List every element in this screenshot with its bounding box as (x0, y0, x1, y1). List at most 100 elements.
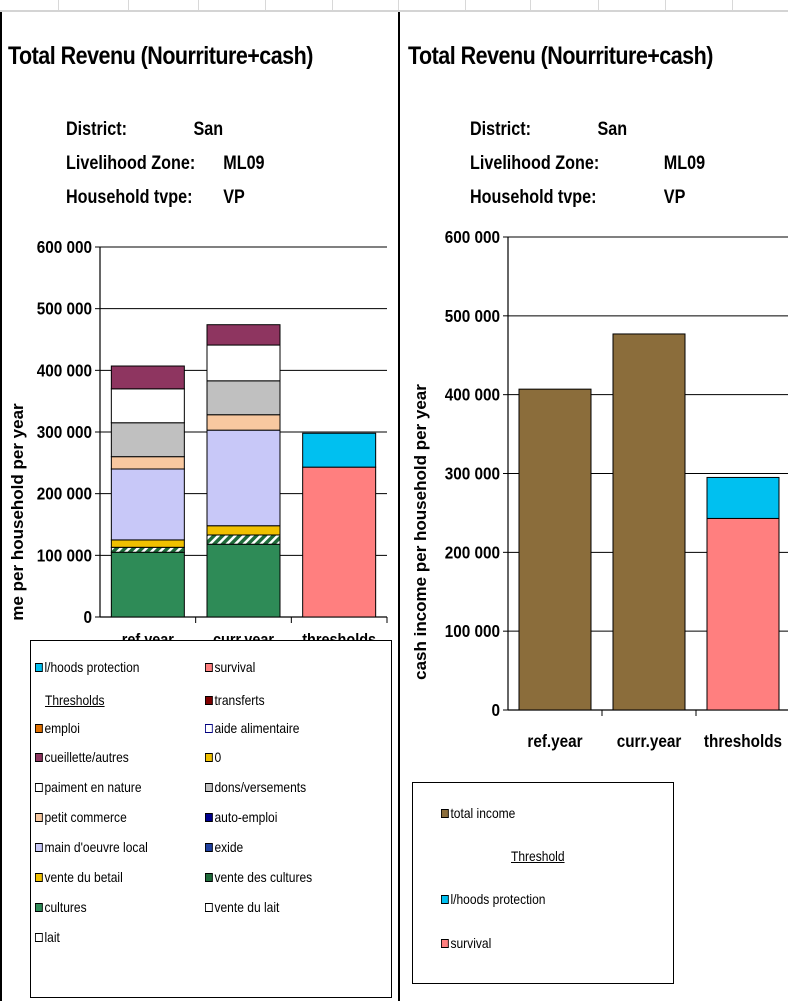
legend-label: l/hoods protection (44, 659, 140, 675)
legend-item-vente-du-lait: vente du lait (205, 899, 279, 915)
legend-swatch (441, 939, 449, 948)
info-label: Household tvpe: (66, 187, 193, 208)
legend-swatch (35, 663, 43, 672)
legend-label: exide (214, 839, 244, 855)
legend-item-paiment-en-nature: paiment en nature (35, 779, 142, 795)
legend-swatch (205, 903, 213, 912)
legend-label: dons/versements (214, 779, 307, 795)
legend-item-transferts: transferts (205, 692, 265, 708)
legend-item-vente-du-betail: vente du betail (35, 869, 123, 885)
legend-label: total income (450, 805, 516, 821)
bar-segment-l-hoods-protection (302, 432, 377, 468)
legend-swatch (205, 753, 213, 762)
legend-label: vente des cultures (214, 869, 313, 885)
legend-item-lait: lait (35, 929, 60, 945)
legend-item-cueillette-autres: cueillette/autres (35, 749, 129, 765)
legend-label: emploi (44, 720, 80, 736)
legend-label: aide alimentaire (214, 720, 300, 736)
info-value: San (597, 119, 628, 140)
bar-segment-petit-commerce (110, 456, 185, 470)
chart-panel-right[interactable]: Total Revenu (Nourriture+cash) District:… (398, 12, 788, 1001)
legend-item-vente-des-cultures: vente des cultures (205, 869, 312, 885)
info-value: ML09 (223, 153, 265, 174)
info-label: Livelihood Zone: (66, 153, 196, 174)
legend-item-survival: survival (205, 659, 255, 675)
legend-label: vente du lait (214, 899, 280, 915)
y-tick-label: 500 000 (445, 306, 500, 326)
legend-item-main-d-oeuvre-local: main d'oeuvre local (35, 839, 148, 855)
y-tick-label: 100 000 (37, 545, 92, 565)
legend-label: vente du betail (44, 869, 123, 885)
bar-segment-dons-versements (206, 380, 281, 416)
chart-title: Total Revenu (Nourriture+cash) (408, 42, 713, 70)
bar-segment-vente-du-betail (110, 539, 185, 548)
bar-chart-left: 0 100 000 200 000 300 000 400 000 500 000 600 … (8, 237, 388, 649)
legend-item-l-hoods-protection: l/hoods protection (441, 891, 546, 907)
y-tick-label: 200 000 (37, 484, 92, 504)
legend-label: Threshold (511, 848, 565, 864)
legend-item-aide-alimentaire: aide alimentaire (205, 720, 299, 736)
bar-chart-right: 0 100 000 200 000 300 000 400 000 500 000 600 … (411, 227, 788, 751)
spreadsheet-grid-strip (0, 0, 788, 12)
bar-segment-cueillette-autres (206, 324, 281, 346)
legend-swatch (205, 783, 213, 792)
legend-swatch (441, 895, 449, 904)
legend-label: survival (450, 935, 492, 951)
bar-segment-vente-des-cultures (206, 534, 281, 545)
legend-label: Thresholds (45, 692, 105, 708)
bar-segment-total-income (518, 388, 592, 711)
y-tick-label: 400 000 (445, 385, 500, 405)
legend-swatch (35, 903, 43, 912)
bar-segment-paiment-en-nature (206, 344, 281, 382)
chart-legend-right: total income Threshold l/hoods protection s… (412, 782, 674, 984)
legend-label: main d'oeuvre local (44, 839, 148, 855)
legend-swatch (35, 753, 43, 762)
legend-label: paiment en nature (44, 779, 142, 795)
legend-heading: Thresholds (45, 692, 105, 708)
legend-label: cultures (44, 899, 87, 915)
bar-segment-survival (706, 517, 780, 711)
y-axis-label: cash income per household per year (411, 384, 430, 680)
legend-label: petit commerce (44, 809, 127, 825)
info-value: VP (663, 187, 686, 208)
legend-item-l-hoods-protection: l/hoods protection (35, 659, 140, 675)
y-axis-label: me per household per year (8, 403, 27, 621)
bar-segment-cultures (206, 543, 281, 618)
bar-segment-survival (302, 466, 377, 618)
legend-item-emploi: emploi (35, 720, 80, 736)
legend-label: cueillette/autres (44, 749, 129, 765)
y-tick-label: 200 000 (445, 542, 500, 562)
y-tick-label: 400 000 (37, 360, 92, 380)
info-label: District: (66, 119, 128, 140)
legend-label: transferts (214, 692, 265, 708)
legend-swatch (205, 813, 213, 822)
legend-item-exide: exide (205, 839, 243, 855)
bar-segment-cueillette-autres (110, 365, 185, 390)
y-tick-label: 600 000 (37, 237, 92, 257)
legend-swatch (205, 724, 213, 733)
legend-label: 0 (214, 749, 222, 765)
chart-legend-left: l/hoods protection survival Thresholds tran… (30, 640, 392, 998)
bar-segment-cultures (110, 551, 185, 618)
y-tick-label: 0 (491, 700, 500, 720)
legend-swatch (205, 663, 213, 672)
x-tick-label: curr.year (617, 731, 682, 751)
x-tick-label: ref.year (527, 731, 583, 751)
legend-label: lait (44, 929, 60, 945)
bar-segment-total-income (612, 333, 686, 711)
y-tick-label: 100 000 (445, 621, 500, 641)
legend-item-total-income: total income (441, 805, 515, 821)
info-value: VP (223, 187, 245, 208)
bar-segment-petit-commerce (206, 414, 281, 431)
legend-label: auto-emploi (214, 809, 278, 825)
legend-item-dons-versements: dons/versements (205, 779, 306, 795)
legend-swatch (35, 724, 43, 733)
legend-item-cultures: cultures (35, 899, 87, 915)
y-tick-label: 300 000 (445, 463, 500, 483)
chart-panel-left[interactable]: Total Revenu (Nourriture+cash) District:… (0, 12, 400, 1001)
legend-item-0: 0 (205, 749, 221, 765)
legend-swatch (205, 843, 213, 852)
legend-item-auto-emploi: auto-emploi (205, 809, 277, 825)
legend-swatch (35, 933, 43, 942)
y-tick-label: 300 000 (37, 422, 92, 442)
